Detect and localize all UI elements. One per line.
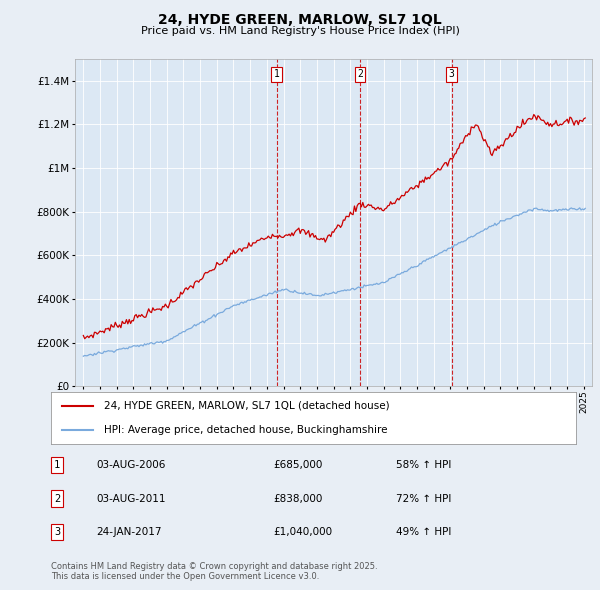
Text: 3: 3 bbox=[54, 527, 60, 537]
Text: 24, HYDE GREEN, MARLOW, SL7 1QL (detached house): 24, HYDE GREEN, MARLOW, SL7 1QL (detache… bbox=[104, 401, 389, 411]
Text: Price paid vs. HM Land Registry's House Price Index (HPI): Price paid vs. HM Land Registry's House … bbox=[140, 26, 460, 36]
Text: 3: 3 bbox=[449, 69, 454, 79]
Text: 03-AUG-2006: 03-AUG-2006 bbox=[96, 460, 166, 470]
Text: 49% ↑ HPI: 49% ↑ HPI bbox=[396, 527, 451, 537]
Text: 1: 1 bbox=[54, 460, 60, 470]
Text: 2: 2 bbox=[54, 494, 60, 503]
Text: 2: 2 bbox=[357, 69, 363, 79]
Text: 58% ↑ HPI: 58% ↑ HPI bbox=[396, 460, 451, 470]
Text: £685,000: £685,000 bbox=[273, 460, 322, 470]
Text: HPI: Average price, detached house, Buckinghamshire: HPI: Average price, detached house, Buck… bbox=[104, 425, 387, 435]
Text: 1: 1 bbox=[274, 69, 280, 79]
Text: 72% ↑ HPI: 72% ↑ HPI bbox=[396, 494, 451, 503]
Text: 03-AUG-2011: 03-AUG-2011 bbox=[96, 494, 166, 503]
Text: £1,040,000: £1,040,000 bbox=[273, 527, 332, 537]
Text: £838,000: £838,000 bbox=[273, 494, 322, 503]
Text: Contains HM Land Registry data © Crown copyright and database right 2025.
This d: Contains HM Land Registry data © Crown c… bbox=[51, 562, 377, 581]
Text: 24, HYDE GREEN, MARLOW, SL7 1QL: 24, HYDE GREEN, MARLOW, SL7 1QL bbox=[158, 13, 442, 27]
Text: 24-JAN-2017: 24-JAN-2017 bbox=[96, 527, 161, 537]
